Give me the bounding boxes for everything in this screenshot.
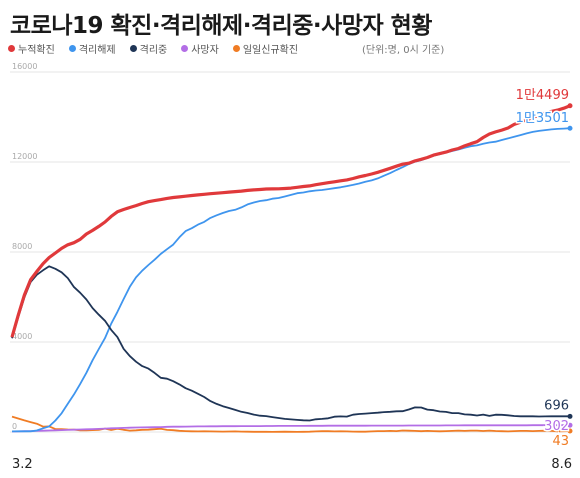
series-line-confirmed	[10, 104, 571, 338]
unit-note: (단위:명, 0시 기준)	[362, 45, 445, 56]
end-label-daily: 43	[552, 434, 569, 449]
series-line-isolated	[11, 265, 570, 422]
legend: 누적확진 격리해제 격리중 사망자 일일신규확진	[8, 41, 298, 56]
end-point-released	[567, 125, 573, 131]
x-start-label: 3.2	[12, 457, 33, 472]
series-line-released	[11, 127, 571, 433]
legend-dot-daily	[232, 45, 240, 52]
end-label-confirmed: 1만4499	[516, 88, 569, 103]
end-point-deaths	[567, 422, 573, 428]
end-point-confirmed	[567, 103, 573, 109]
y-tick-label: 8000	[12, 242, 32, 251]
end-label-deaths: 302	[544, 419, 569, 434]
end-label-released: 1만3501	[516, 111, 569, 126]
legend-label-daily: 일일신규확진	[242, 45, 299, 56]
x-end-label: 8.6	[551, 457, 572, 472]
y-tick-label: 0	[12, 422, 17, 431]
legend-label-released: 격리해제	[78, 45, 116, 56]
series-lines	[10, 103, 573, 434]
legend-dot-isolated	[129, 45, 137, 52]
y-tick-label: 12000	[12, 152, 37, 161]
legend-label-confirmed: 누적확진	[18, 45, 55, 56]
legend-item-isolated: 격리중	[129, 41, 168, 56]
end-point-daily	[567, 428, 573, 434]
series-line-deaths	[11, 424, 570, 433]
gridlines: 0 4000 8000 12000 16000	[10, 62, 570, 433]
y-tick-label: 16000	[12, 62, 37, 71]
end-point-isolated	[567, 413, 573, 419]
legend-item-released: 격리해제	[68, 41, 116, 56]
legend-dot-deaths	[181, 45, 189, 52]
legend-label-deaths: 사망자	[191, 45, 219, 56]
chart-title: 코로나19 확진·격리해제·격리중·사망자 현황	[10, 13, 432, 39]
end-label-isolated: 696	[544, 398, 569, 413]
legend-label-isolated: 격리중	[139, 45, 168, 56]
legend-dot-released	[68, 45, 76, 52]
legend-dot-confirmed	[8, 45, 15, 52]
legend-item-confirmed: 누적확진	[8, 41, 55, 56]
legend-item-deaths: 사망자	[181, 41, 219, 56]
legend-item-daily: 일일신규확진	[232, 41, 299, 56]
y-tick-label: 4000	[12, 332, 32, 341]
